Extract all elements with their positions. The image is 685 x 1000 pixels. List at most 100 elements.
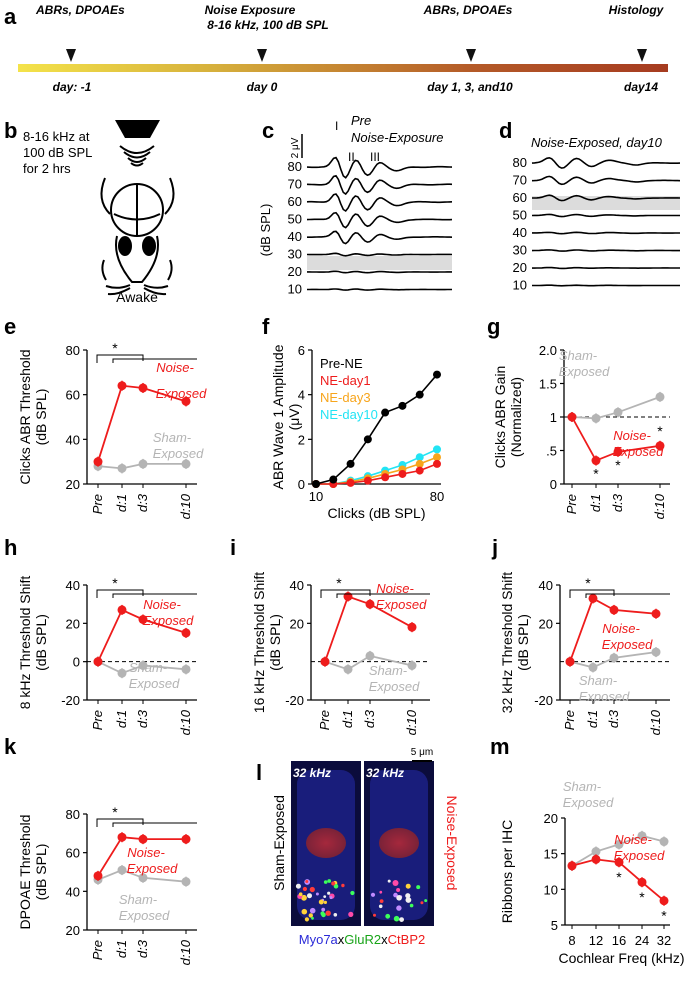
abr-trace (532, 284, 680, 287)
timeline-event-4: Histology (609, 3, 665, 17)
x-tick-label: Pre (564, 494, 579, 514)
ribbon-punctum (333, 913, 338, 917)
ribbon-punctum (396, 905, 402, 911)
data-point (651, 609, 661, 619)
ribbon-punctum (341, 883, 345, 888)
series-line (569, 651, 657, 669)
data-point (659, 896, 669, 906)
noise-side-label: Noise-Exposed (444, 796, 460, 891)
significance-mark: * (112, 340, 118, 356)
abr-traces (306, 156, 453, 291)
y-tick-label: -20 (534, 693, 553, 708)
wave-label-1: I (335, 119, 338, 133)
x-tick-label: Pre (90, 940, 105, 960)
significance-mark: * (639, 889, 645, 905)
series-label: Exposed (559, 364, 610, 379)
data-point (651, 647, 661, 657)
panel-label-m: m (490, 734, 510, 759)
data-point (415, 453, 424, 462)
stimulus-line-1: 8-16 kHz at (23, 129, 90, 144)
series-label: Exposed (119, 908, 170, 923)
ribbon-punctum (405, 893, 411, 899)
data-point (138, 873, 148, 883)
y-tick-label: 0 (73, 655, 80, 670)
wave-label-3: III (370, 150, 380, 164)
series-label: Exposed (613, 444, 664, 459)
ribbon-punctum (323, 880, 328, 884)
ribbon-punctum (379, 890, 383, 894)
level-label: 20 (513, 260, 527, 275)
series-label: Exposed (602, 637, 653, 652)
timeline-arrow (637, 49, 647, 62)
micrograph-cells (297, 770, 428, 920)
panel-c-title-2: Noise-Exposure (351, 130, 444, 145)
y-tick-label: 20 (66, 616, 80, 631)
data-point (613, 407, 623, 417)
significance-mark: * (112, 804, 118, 820)
data-point (138, 834, 148, 844)
stain-sep: x (381, 932, 388, 947)
ribbon-punctum (370, 892, 376, 897)
significance-bracket (112, 593, 197, 598)
panel-label-e: e (4, 314, 16, 339)
data-point (181, 664, 191, 674)
ribbon-punctum (301, 894, 307, 901)
series-label: Exposed (156, 386, 207, 401)
data-point (329, 475, 338, 484)
legend-entry: NE-day10 (320, 407, 378, 422)
series-line (97, 608, 187, 663)
abr-trace (306, 174, 453, 196)
timeline-day-3: day 1, 3, and10 (427, 80, 513, 94)
panel-label-b: b (4, 118, 17, 143)
data-point (181, 877, 191, 887)
timeline-arrow (66, 49, 76, 62)
ribbon-punctum (301, 908, 308, 915)
x-tick-label: Pre (90, 710, 105, 730)
data-point (363, 476, 372, 485)
series-line (571, 396, 661, 420)
ribbon-punctum (378, 904, 383, 909)
ribbon-punctum (409, 903, 414, 908)
data-point (433, 459, 441, 468)
panel-label-j: j (491, 535, 498, 560)
ribbon-punctum (393, 915, 400, 922)
level-label: 30 (513, 243, 527, 258)
series-label: Noise- (602, 621, 640, 636)
significance-mark: * (593, 466, 599, 482)
data-point (565, 657, 575, 667)
series-label: Noise- (613, 428, 651, 443)
data-point (138, 459, 148, 469)
level-label: 60 (288, 194, 302, 209)
panel-label-h: h (4, 535, 17, 560)
ribbon-punctum (321, 912, 326, 918)
y-tick-label: 40 (66, 578, 80, 593)
x-tick-label: d:1 (114, 710, 129, 728)
series-label: Sham- (559, 348, 598, 363)
timeline-day-2: day 0 (247, 80, 278, 94)
ribbon-punctum (315, 892, 319, 896)
series-line (97, 660, 187, 675)
ribbon-punctum (392, 880, 399, 886)
speaker-icon (115, 120, 160, 167)
data-point (138, 615, 148, 624)
panel-label-d: d (499, 118, 512, 143)
y-tick-label: 80 (66, 807, 80, 822)
timeline-bar (18, 64, 668, 72)
y-tick-label: 60 (66, 846, 80, 861)
y-axis-label: Ribbons per IHC (499, 820, 515, 924)
data-point (398, 401, 407, 410)
chart-g: g Clicks ABR Gain (Normalized) 0 .5 1 1.5 2.0 Pr… (487, 314, 670, 519)
data-point (407, 622, 417, 632)
series-line (569, 597, 657, 662)
x-tick-label: 8 (568, 933, 575, 948)
data-point (381, 473, 390, 482)
level-labels: 80 70 60 50 40 30 20 10 (513, 155, 527, 293)
timeline-event-3: ABRs, DPOAEs (423, 3, 513, 17)
series-label: Noise- (143, 597, 181, 612)
y-tick-label: 0 (550, 477, 557, 492)
data-point (93, 871, 103, 881)
y-axis-unit: (dB SPL) (33, 614, 49, 671)
x-tick-label: d:3 (606, 709, 621, 728)
